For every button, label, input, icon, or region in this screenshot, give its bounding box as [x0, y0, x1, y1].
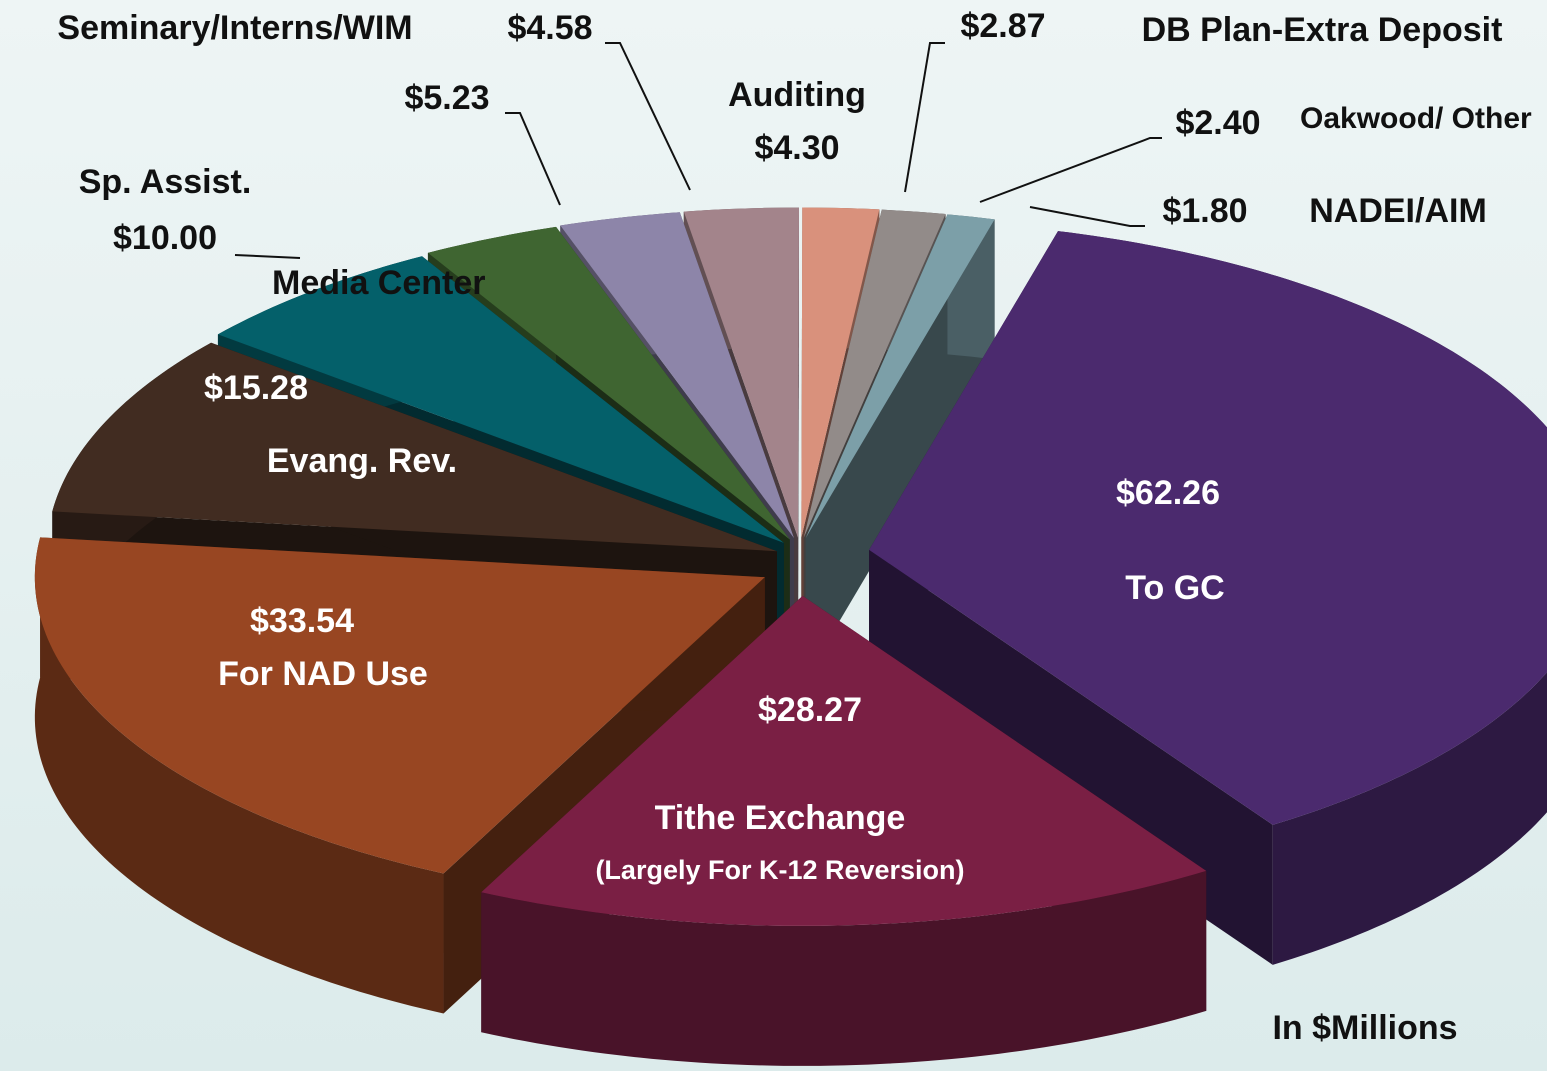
value-label: $4.58 — [507, 9, 592, 47]
slice — [803, 209, 946, 538]
slice-cut-face — [805, 219, 995, 679]
category-label: Tithe Exchange — [655, 799, 906, 837]
value-label: $33.54 — [250, 602, 354, 640]
category-label: NADEI/AIM — [1309, 192, 1487, 230]
value-label: $28.27 — [758, 691, 862, 729]
annotation: (Largely For K-12 Reversion) — [595, 855, 964, 885]
value-label: $1.80 — [1162, 192, 1247, 230]
leader-line — [1029, 206, 1145, 227]
slice — [683, 207, 800, 538]
annotation: In $Millions — [1272, 1009, 1457, 1047]
category-label: Auditing — [728, 76, 866, 114]
slice — [52, 342, 777, 552]
slice — [801, 207, 880, 538]
slice — [481, 595, 1207, 926]
value-label: $4.30 — [754, 129, 839, 167]
slice — [217, 256, 784, 543]
annotation: Media Center — [272, 264, 486, 302]
category-label: Evang. Rev. — [267, 442, 457, 480]
labels: $62.26 To GC $28.27 Tithe Exchange $33.54 For… — [57, 7, 1532, 1047]
leader-line — [904, 42, 945, 193]
leader-line — [605, 42, 691, 191]
leader-lines — [234, 42, 1162, 259]
value-label: $5.23 — [404, 79, 489, 117]
slice — [34, 537, 765, 874]
slice — [869, 231, 1547, 825]
leader-line — [234, 254, 301, 259]
category-label: To GC — [1125, 569, 1224, 607]
category-label: Seminary/Interns/WIM — [57, 9, 412, 47]
leader-line — [505, 112, 561, 206]
pie — [34, 207, 1547, 1066]
category-label: DB Plan-Extra Deposit — [1142, 11, 1503, 49]
value-label: $15.28 — [204, 369, 308, 407]
slice — [805, 214, 995, 539]
value-label: $10.00 — [113, 219, 217, 257]
category-label: Sp. Assist. — [79, 163, 252, 201]
category-label: Oakwood/ Other — [1300, 102, 1532, 135]
value-label: $2.87 — [960, 7, 1045, 45]
slice — [560, 212, 795, 539]
slice — [427, 226, 790, 540]
slice-side — [481, 870, 1207, 1066]
value-label: $62.26 — [1116, 474, 1220, 512]
slice-side — [34, 537, 444, 1014]
category-label: For NAD Use — [218, 655, 428, 693]
value-label: $2.40 — [1175, 104, 1260, 142]
leader-line — [979, 137, 1162, 203]
